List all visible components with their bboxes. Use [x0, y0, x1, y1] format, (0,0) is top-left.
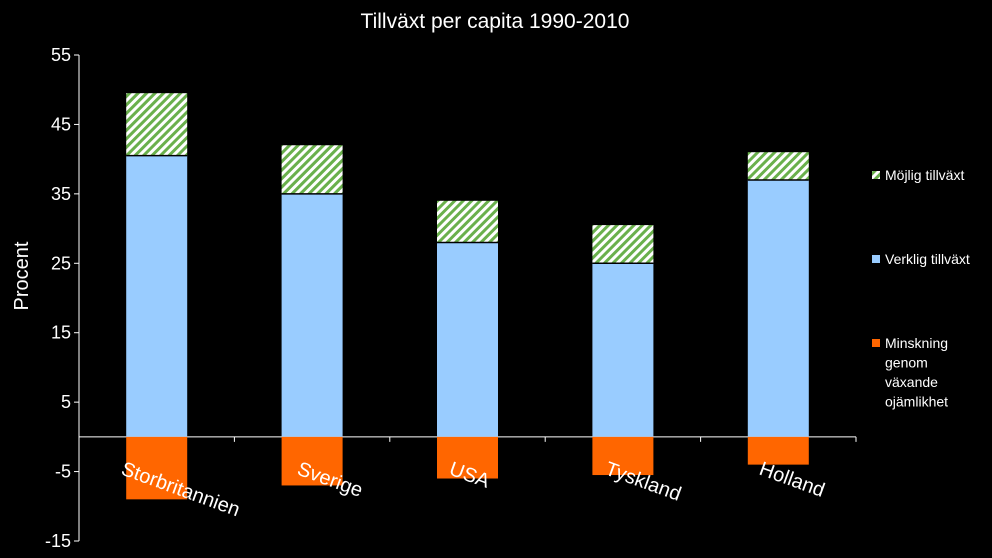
bar-verklig-tillvaxt	[437, 242, 498, 437]
bar-mojlig-tillvaxt	[281, 145, 343, 194]
y-axis-label: Procent	[11, 241, 33, 310]
bar-verklig-tillvaxt	[592, 263, 654, 437]
y-tick-label: -15	[45, 531, 71, 551]
legend-entry: Minskning genom växande ojämlikhet	[885, 335, 948, 410]
bar-minskning	[281, 436, 343, 486]
bar-mojlig-tillvaxt	[437, 200, 498, 243]
legend-entry-line: ojämlikhet	[885, 394, 948, 410]
bar-minskning	[592, 436, 654, 476]
bar-minskning	[126, 436, 188, 500]
bar-verklig-tillvaxt	[747, 179, 809, 437]
bar-mojlig-tillvaxt	[592, 225, 654, 264]
bar-mojlig-tillvaxt	[747, 152, 809, 180]
legend-entry-line: Verklig tillväxt	[885, 251, 970, 267]
bar-mojlig-tillvaxt	[126, 93, 188, 156]
legend-entry: Möjlig tillväxt	[885, 167, 964, 183]
y-tick-label: 45	[51, 114, 71, 134]
legend-swatch	[872, 255, 880, 263]
bar-verklig-tillvaxt	[281, 193, 343, 437]
legend-swatch	[872, 339, 880, 347]
legend-entry-line: växande	[885, 374, 938, 390]
legend-swatch	[872, 171, 880, 179]
bar-minskning	[437, 436, 498, 479]
y-tick-label: 25	[51, 253, 71, 273]
legend-entry: Verklig tillväxt	[885, 251, 970, 267]
legend-entry-line: Minskning	[885, 335, 948, 351]
bar-minskning	[747, 436, 809, 465]
legend-entry-line: genom	[885, 355, 928, 371]
y-tick-label: 15	[51, 323, 71, 343]
y-tick-label: 5	[61, 392, 71, 412]
chart-title: Tillväxt per capita 1990-2010	[361, 10, 630, 33]
y-tick-label: 55	[51, 45, 71, 65]
legend-entry-line: Möjlig tillväxt	[885, 167, 964, 183]
y-tick-label: 35	[51, 184, 71, 204]
y-tick-label: -5	[55, 462, 71, 482]
bar-verklig-tillvaxt	[126, 155, 188, 437]
